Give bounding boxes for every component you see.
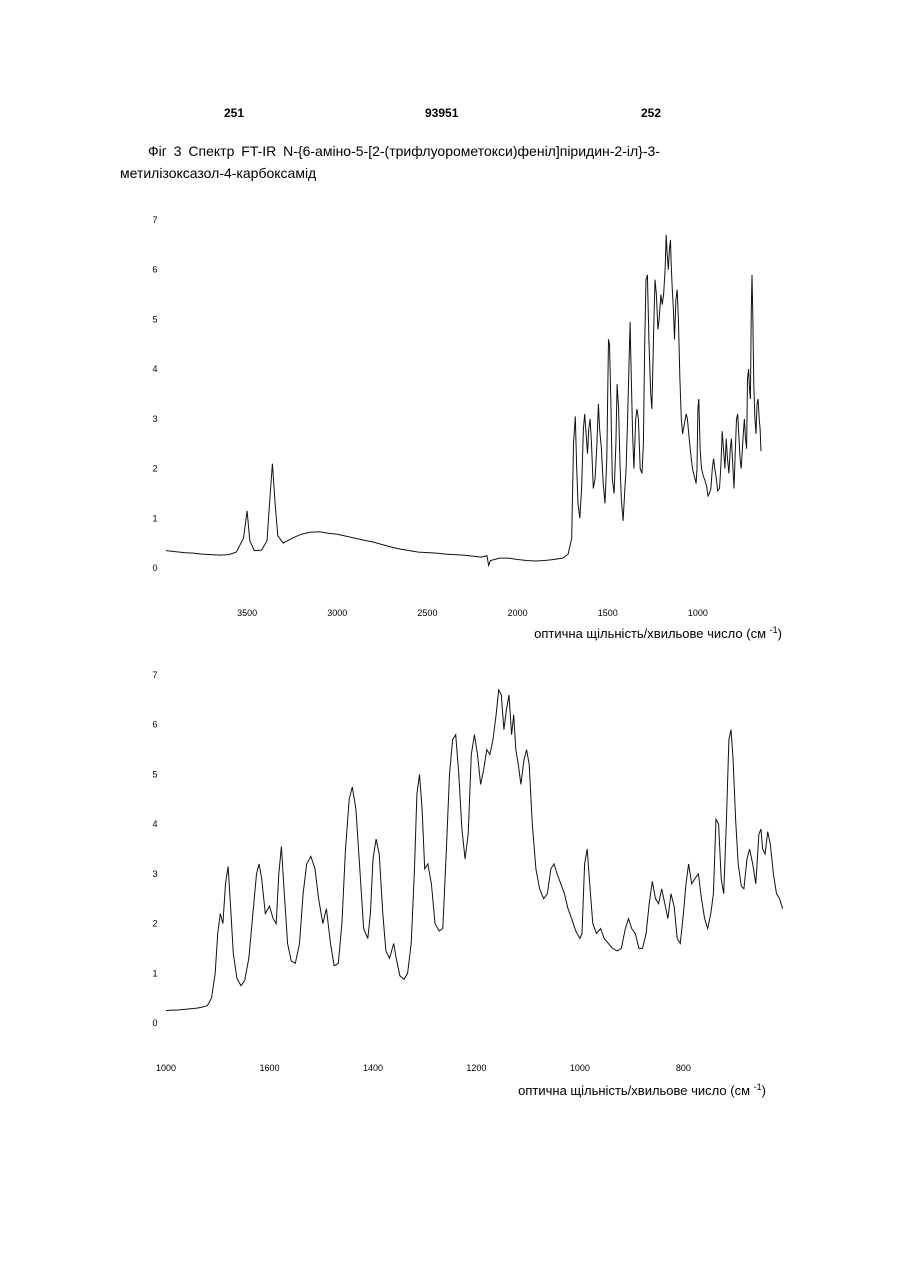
spectrum-line <box>166 690 783 1011</box>
x-tick-label: 1000 <box>570 1063 590 1073</box>
ir-spectrum-full-chart: 0 1 2 3 4 5 6 7 3500 3000 2500 2000 1500 1000 оптична … <box>0 210 901 655</box>
page-number-right: 252 <box>641 106 661 120</box>
y-tick-label: 7 <box>152 670 157 680</box>
x-tick-label: 1000 <box>688 608 708 618</box>
x-tick-label: 2500 <box>417 608 437 618</box>
x-tick-label: 1000 <box>156 1063 176 1073</box>
x-tick-label: 3000 <box>327 608 347 618</box>
ir-spectrum-fingerprint-chart: 0 1 2 3 4 5 6 7 1000 1600 1400 1200 1000 800 оптична щ… <box>0 665 901 1110</box>
caption-line-1: Фіг 3 Спектр FT-IR N-{6-аміно-5-[2-(триф… <box>120 140 820 162</box>
y-tick-label: 0 <box>152 1018 157 1028</box>
x-axis-label: оптична щільність/хвильове число (см -1) <box>534 625 782 641</box>
y-tick-label: 0 <box>152 563 157 573</box>
y-tick-label: 5 <box>152 314 157 324</box>
y-tick-label: 1 <box>152 513 157 523</box>
y-tick-label: 3 <box>152 414 157 424</box>
x-tick-label: 1600 <box>259 1063 279 1073</box>
y-tick-label: 6 <box>152 720 157 730</box>
x-tick-label: 1500 <box>598 608 618 618</box>
x-tick-label: 1400 <box>363 1063 383 1073</box>
y-tick-label: 2 <box>152 919 157 929</box>
y-tick-label: 1 <box>152 968 157 978</box>
y-tick-label: 2 <box>152 464 157 474</box>
y-tick-label: 5 <box>152 769 157 779</box>
x-tick-label: 800 <box>676 1063 691 1073</box>
figure-caption: Фіг 3 Спектр FT-IR N-{6-аміно-5-[2-(триф… <box>120 140 820 184</box>
x-axis-label: оптична щільність/хвильове число (см -1) <box>518 1082 766 1098</box>
page-number-left: 251 <box>224 106 244 120</box>
y-tick-label: 4 <box>152 364 157 374</box>
y-tick-label: 7 <box>152 215 157 225</box>
caption-line-2: метилізоксазол-4-карбоксамід <box>120 162 820 184</box>
x-tick-label: 3500 <box>237 608 257 618</box>
y-tick-label: 3 <box>152 869 157 879</box>
patent-number: 93951 <box>425 106 458 120</box>
x-tick-label: 2000 <box>508 608 528 618</box>
y-tick-label: 6 <box>152 265 157 275</box>
y-tick-label: 4 <box>152 819 157 829</box>
spectrum-line <box>166 235 761 566</box>
x-tick-label: 1200 <box>466 1063 486 1073</box>
